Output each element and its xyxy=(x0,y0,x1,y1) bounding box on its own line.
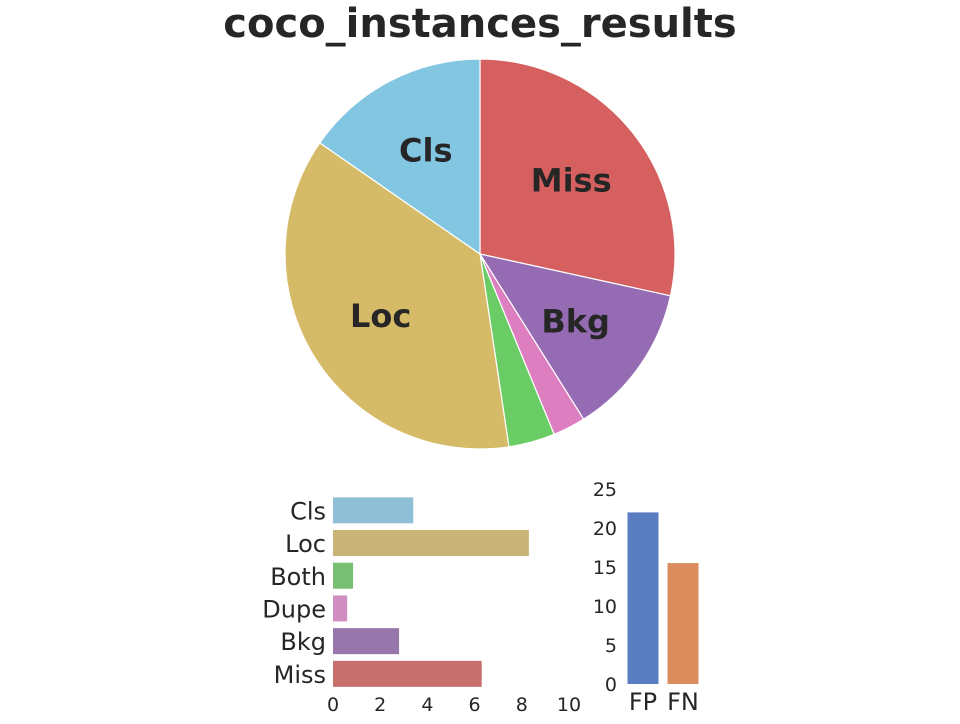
hbar-cls xyxy=(333,497,414,524)
hbar-label-both: Both xyxy=(270,563,326,591)
pie-slice-bkg xyxy=(478,253,672,421)
hbar-label-bkg: Bkg xyxy=(280,628,326,656)
chart-title: coco_instances_results xyxy=(223,1,736,47)
pie-label-miss: Miss xyxy=(531,162,612,200)
hbar-xtick-0: 0 xyxy=(327,694,339,716)
pie-slice-cls xyxy=(318,58,481,256)
hbar-bkg xyxy=(333,628,400,655)
vbar-label-fp: FP xyxy=(629,688,657,716)
hbar-dupe xyxy=(333,595,348,622)
hbar-xtick-8: 8 xyxy=(516,694,528,716)
vbar-ytick-0: 0 xyxy=(605,674,617,696)
hbar-label-cls: Cls xyxy=(290,497,326,525)
vbar-ytick-20: 20 xyxy=(593,518,617,540)
vbar-ytick-15: 15 xyxy=(593,557,617,579)
hbar-xtick-2: 2 xyxy=(374,694,386,716)
pie-label-bkg: Bkg xyxy=(541,302,610,340)
hbar-label-miss: Miss xyxy=(274,661,326,689)
hbar-loc xyxy=(333,530,529,557)
hbar-xtick-6: 6 xyxy=(469,694,481,716)
fp-fn-bar-chart: FP FN 0 5 10 15 20 25 xyxy=(593,479,699,716)
vbar-fp xyxy=(627,512,659,684)
pie-slice-loc xyxy=(284,142,510,450)
vbar-ytick-25: 25 xyxy=(593,479,617,501)
hbar-label-dupe: Dupe xyxy=(262,595,326,623)
vbar-fn xyxy=(667,563,699,684)
hbar-xtick-4: 4 xyxy=(421,694,433,716)
error-pie-chart: Miss Bkg Loc Cls xyxy=(284,58,676,450)
pie-label-loc: Loc xyxy=(350,297,411,335)
pie-slice-miss xyxy=(479,58,676,297)
hbar-label-loc: Loc xyxy=(285,530,326,558)
hbar-xtick-10: 10 xyxy=(557,694,581,716)
vbar-ytick-10: 10 xyxy=(593,596,617,618)
hbar-miss xyxy=(333,660,482,687)
pie-label-cls: Cls xyxy=(399,131,453,169)
hbar-both xyxy=(333,562,354,589)
vbar-label-fn: FN xyxy=(667,688,699,716)
vbar-ytick-5: 5 xyxy=(605,635,617,657)
